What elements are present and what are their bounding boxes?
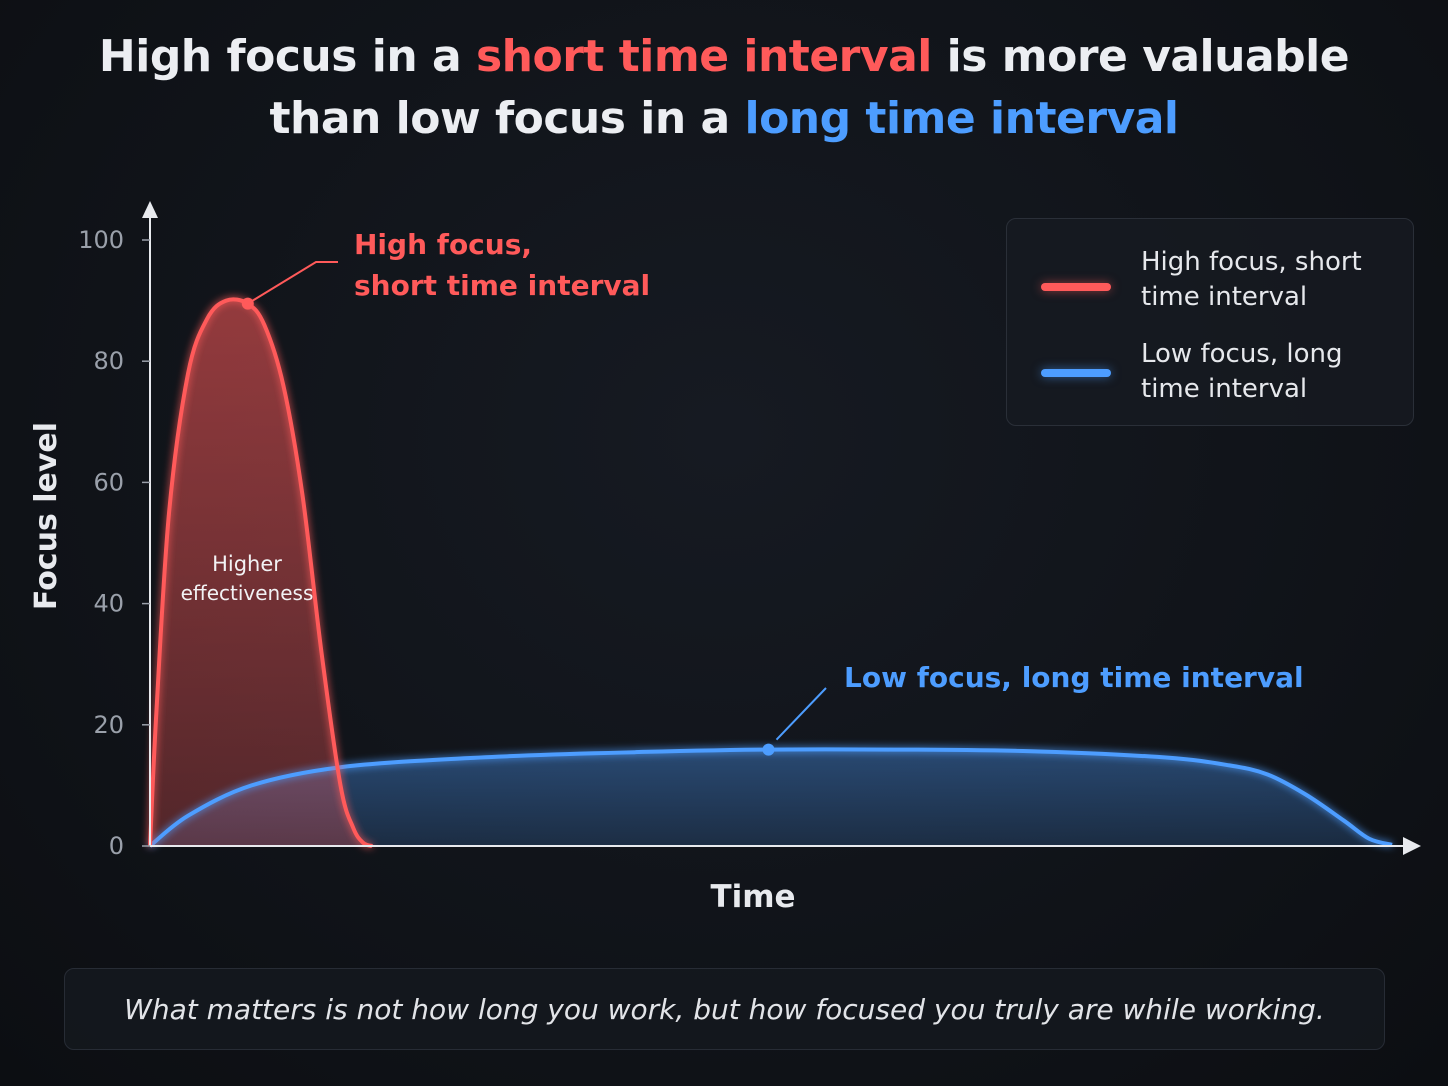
low-annotation-label: Low focus, long time interval [844, 661, 1304, 694]
inside-label-line2: effectiveness [181, 581, 314, 605]
high-focus-line [148, 297, 373, 848]
high-focus-area [150, 299, 373, 846]
legend-label-low-line1: Low focus, long [1141, 339, 1343, 369]
y-tick-label: 60 [93, 468, 124, 496]
low-annotation-point [762, 743, 775, 756]
title-highlight-long: long time interval [744, 93, 1179, 144]
title-line-2: than low focus in a long time interval [0, 88, 1448, 150]
high-annotation-leader [247, 261, 338, 305]
high-annotation-line1: High focus, [354, 228, 532, 261]
legend-label-high-line1: High focus, short [1141, 247, 1362, 277]
title-part-3: is more valuable [931, 31, 1350, 82]
legend-label-high: High focus, short time interval [1141, 245, 1391, 315]
x-axis-label: Time [710, 879, 795, 915]
y-axis-arrow-icon [142, 201, 158, 218]
y-tick-label: 0 [109, 832, 124, 860]
low-focus-line [148, 747, 1393, 848]
title-part-1: High focus in a [98, 31, 476, 82]
high-annotation-point [241, 297, 254, 310]
title-highlight-short: short time interval [475, 31, 932, 82]
footer-quote: What matters is not how long you work, b… [64, 968, 1385, 1050]
low-annotation-leader [775, 687, 827, 741]
title-part-4: than low focus in a [269, 93, 745, 144]
x-axis-arrow-icon [1403, 837, 1421, 855]
legend-label-low-line2: time interval [1141, 374, 1308, 404]
y-tick-label: 20 [93, 711, 124, 739]
title-line-1: High focus in a short time interval is m… [0, 26, 1448, 88]
chart-title: High focus in a short time interval is m… [0, 26, 1448, 150]
y-tick-label: 100 [78, 226, 124, 254]
high-annotation-line2: short time interval [354, 269, 650, 302]
legend-swatch-low [1041, 369, 1111, 377]
y-axis-label: Focus level [29, 422, 64, 610]
legend: High focus, short time interval Low focu… [1006, 218, 1414, 426]
y-tick-label: 80 [93, 347, 124, 375]
footer-text: What matters is not how long you work, b… [124, 992, 1325, 1026]
y-tick-label: 40 [93, 590, 124, 618]
low-focus-area [150, 749, 1393, 846]
inside-label-line1: Higher [212, 552, 282, 576]
legend-label-low: Low focus, long time interval [1141, 337, 1391, 407]
legend-label-high-line2: time interval [1141, 282, 1308, 312]
legend-swatch-high [1041, 283, 1111, 291]
